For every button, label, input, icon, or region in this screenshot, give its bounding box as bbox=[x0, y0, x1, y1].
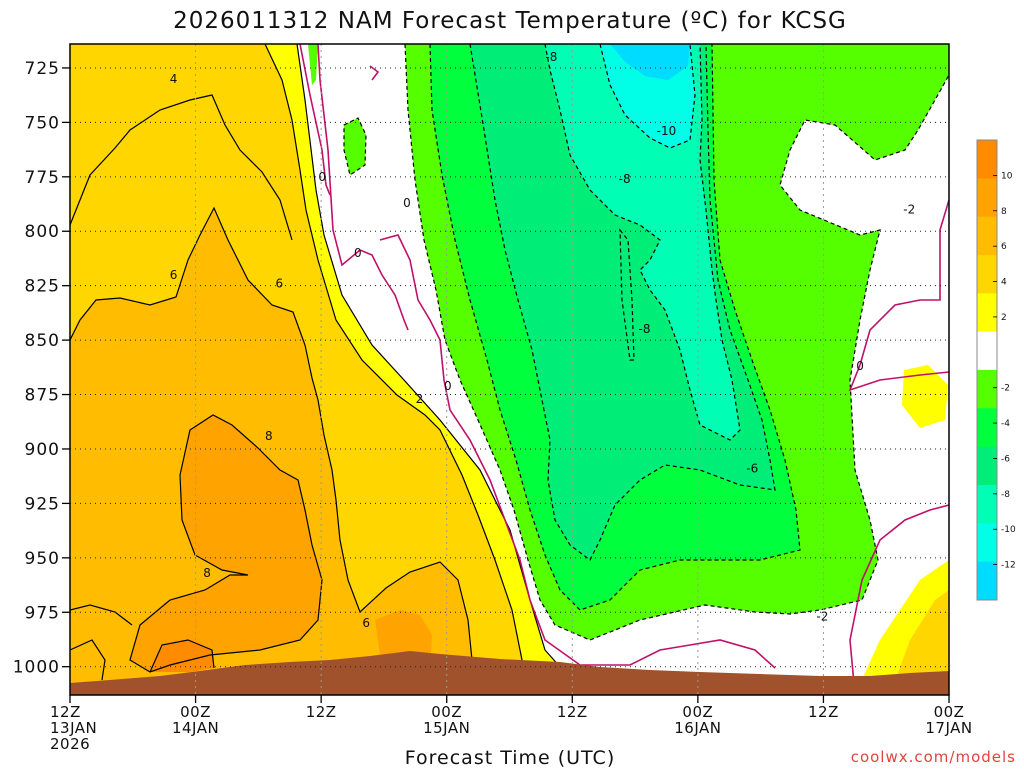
contour-label: 0 bbox=[856, 359, 864, 373]
x-tick-label: 14JAN bbox=[172, 719, 219, 737]
colorbar-label: 8 bbox=[1001, 207, 1007, 217]
contour-label: 0 bbox=[354, 246, 362, 260]
y-tick-label: 825 bbox=[25, 277, 60, 297]
x-tick-label: 16JAN bbox=[674, 719, 721, 737]
colorbar-bin bbox=[977, 216, 997, 256]
y-tick-label: 900 bbox=[25, 440, 60, 460]
contour-label: 0 bbox=[444, 379, 452, 393]
colorbar-label: -2 bbox=[1001, 384, 1010, 394]
colorbar-bin bbox=[977, 485, 997, 524]
colorbar-label: -12 bbox=[1001, 561, 1016, 571]
credit-text: coolwx.com/models bbox=[851, 748, 1016, 766]
x-tick-label: 2026 bbox=[50, 735, 90, 753]
contour-label: -8 bbox=[639, 322, 651, 336]
warm-patch-right-inner bbox=[890, 590, 949, 695]
contour-label: 8 bbox=[203, 566, 211, 580]
grid bbox=[70, 44, 949, 695]
x-tick-label: 00Z bbox=[682, 703, 713, 721]
chart-title: 2026011312 NAM Forecast Temperature (ºC)… bbox=[173, 8, 847, 34]
colorbar-bin bbox=[977, 140, 997, 179]
x-tick-label: 12Z bbox=[557, 703, 588, 721]
colorbar-label: -6 bbox=[1001, 454, 1010, 464]
y-tick-label: 800 bbox=[25, 222, 60, 242]
y-tick-label: 975 bbox=[25, 603, 60, 623]
plot-frame bbox=[69, 43, 950, 696]
x-tick-label: 12Z bbox=[306, 703, 337, 721]
temperature-field bbox=[70, 44, 949, 695]
colorbar-bin bbox=[977, 446, 997, 486]
y-tick-label: 750 bbox=[25, 113, 60, 133]
terrain bbox=[70, 651, 949, 695]
contour-label: -2 bbox=[816, 610, 828, 624]
x-tick-label: 00Z bbox=[180, 703, 211, 721]
contour-label: 2 bbox=[416, 392, 424, 406]
colorbar-bin bbox=[977, 293, 997, 333]
colorbar-label: 4 bbox=[1001, 278, 1007, 288]
colorbar-label: 6 bbox=[1001, 242, 1007, 252]
y-tick-label: 725 bbox=[25, 59, 60, 79]
colorbar-bin bbox=[977, 255, 997, 294]
contour-label: -8 bbox=[545, 50, 557, 64]
cold-band-8-10 bbox=[545, 44, 740, 440]
freezing-contours bbox=[299, 44, 949, 695]
y-tick-label: 1000 bbox=[13, 658, 60, 678]
cold-contours bbox=[343, 44, 949, 641]
colorbar: 10 8 6 4 2 -2 -4 -6 -8 -10 -12 bbox=[976, 139, 1016, 601]
warm-band-8-10 bbox=[130, 415, 432, 675]
contour-label: -2 bbox=[903, 202, 915, 216]
x-tick-label: 15JAN bbox=[423, 719, 470, 737]
colorbar-bin bbox=[977, 370, 997, 409]
contour-label: -8 bbox=[619, 172, 631, 186]
colorbar-label: 2 bbox=[1001, 313, 1007, 323]
colorbar-bin bbox=[977, 561, 997, 601]
colorbar-label: -4 bbox=[1001, 419, 1010, 429]
colorbar-frame bbox=[976, 139, 998, 601]
contour-labels: 4 6 6 8 8 6 2 0 0 0 0 -8 -10 -8 -8 -6 -2 0 -2 bbox=[170, 50, 915, 630]
x-tick-label: 12Z bbox=[808, 703, 839, 721]
colorbar-label: -8 bbox=[1001, 490, 1010, 500]
colorbar-bin bbox=[977, 178, 997, 218]
contour-label: 0 bbox=[403, 196, 411, 210]
y-tick-label: 925 bbox=[25, 494, 60, 514]
x-tick-label: 00Z bbox=[431, 703, 462, 721]
colorbar-bin bbox=[977, 523, 997, 563]
contour-label: 6 bbox=[362, 616, 370, 630]
contour-label: -6 bbox=[746, 462, 758, 476]
contour-label: 4 bbox=[170, 72, 178, 86]
y-tick-label: 775 bbox=[25, 168, 60, 188]
warm-band-10-12 bbox=[150, 640, 214, 672]
contour-label: 8 bbox=[265, 429, 273, 443]
y-axis: 725 750 775 800 825 850 875 900 925 950 975 1000 bbox=[13, 59, 70, 678]
contour-label: 0 bbox=[318, 170, 326, 184]
y-tick-label: 850 bbox=[25, 331, 60, 351]
contour-label: -10 bbox=[657, 124, 677, 138]
y-tick-label: 950 bbox=[25, 549, 60, 569]
x-tick-label: 00Z bbox=[934, 703, 965, 721]
x-tick-label: 13JAN bbox=[50, 719, 97, 737]
x-tick-label: 12Z bbox=[50, 703, 81, 721]
colorbar-bin bbox=[977, 331, 997, 371]
cold-band-12-14 bbox=[610, 44, 690, 80]
y-tick-label: 875 bbox=[25, 386, 60, 406]
x-tick-label: 17JAN bbox=[925, 719, 972, 737]
colorbar-label: 10 bbox=[1001, 171, 1013, 181]
colorbar-label: -10 bbox=[1001, 525, 1016, 535]
contour-label: 6 bbox=[170, 268, 178, 282]
contour-label: 6 bbox=[275, 276, 283, 290]
x-axis-label: Forecast Time (UTC) bbox=[405, 747, 615, 768]
warm-band-6-8 bbox=[70, 208, 475, 695]
colorbar-bin bbox=[977, 408, 997, 448]
